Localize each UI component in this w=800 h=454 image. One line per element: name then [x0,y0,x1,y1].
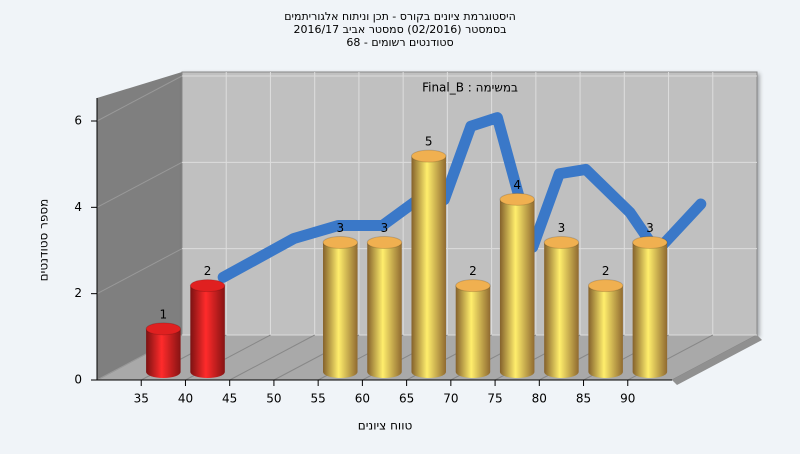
x-tick-label: 85 [576,392,591,406]
y-tick-label: 0 [74,373,82,387]
data-label: 1 [160,307,168,321]
y-tick-label: 4 [74,200,82,214]
bar-body [190,285,225,378]
bar-body [323,242,358,378]
bar-body [632,242,668,378]
data-label: 3 [336,221,344,235]
bar-top [543,236,580,249]
data-label: 3 [381,221,389,235]
data-label: 5 [425,135,433,149]
trend-line [217,112,707,283]
bar-body [367,242,402,378]
bar-top [145,322,182,336]
chart-title: היסטוגרמת ציונים בקורס - תכן וניתוח אלגו… [284,10,516,23]
chart-title: בסמסטר (02/2016) סמסטר אביב 2016/17 [293,23,506,36]
bar-top [632,236,668,249]
floor-edge [672,335,762,385]
data-label: 4 [513,178,521,192]
x-tick-label: 70 [443,392,458,406]
bar: 3 [366,221,403,378]
y-axis-label: מספר סטודנטים [37,199,51,282]
x-tick-label: 40 [178,392,193,406]
x-tick-label: 80 [532,392,547,406]
bars: 1 2 3 3 5 2 4 3 2 3 [145,135,668,378]
x-axis-label: טווח ציונים [358,419,413,433]
bar: 3 [632,221,668,378]
grid-line [96,161,183,208]
y-tick-label: 2 [74,286,82,300]
grid-line [96,248,183,295]
bar-top [366,236,403,249]
subtitle: Final_B : במשימה [422,81,518,95]
data-label: 3 [646,221,654,235]
bar: 4 [499,178,535,378]
bar: 2 [455,264,491,378]
bar-top [189,279,226,293]
left-wall [97,72,182,380]
x-tick-label: 45 [222,392,237,406]
grid-line [96,75,183,122]
bar-body [588,285,623,378]
bar-top [499,192,535,206]
bar: 2 [587,264,624,378]
data-label: 2 [469,264,477,278]
trend [217,112,707,283]
bar-body [411,156,446,378]
bar-body [544,242,579,378]
bar-body [499,199,535,378]
bar-top [587,279,624,293]
bar-body [146,328,181,378]
bar: 1 [145,307,182,378]
data-label: 3 [558,221,566,235]
bar-body [455,285,491,378]
bar: 3 [322,221,359,378]
chart-title: סטודנטים רשומים - 68 [346,36,453,49]
x-tick-label: 50 [266,392,281,406]
grid-line [229,334,315,381]
x-tick-label: 75 [487,392,502,406]
bar: 2 [189,264,226,378]
bar-top [410,149,447,163]
bar-top [322,236,359,249]
data-label: 2 [204,264,212,278]
y-tick-label: 6 [74,114,82,128]
bar-top [455,279,491,293]
x-tick-label: 35 [134,392,149,406]
bar: 5 [410,135,447,378]
x-tick-label: 60 [355,392,370,406]
titles: היסטוגרמת ציונים בקורס - תכן וניתוח אלגו… [284,10,516,49]
x-tick-label: 65 [399,392,414,406]
data-label: 2 [602,264,610,278]
bar: 3 [543,221,580,378]
x-tick-label: 55 [311,392,326,406]
x-tick-label: 90 [620,392,635,406]
